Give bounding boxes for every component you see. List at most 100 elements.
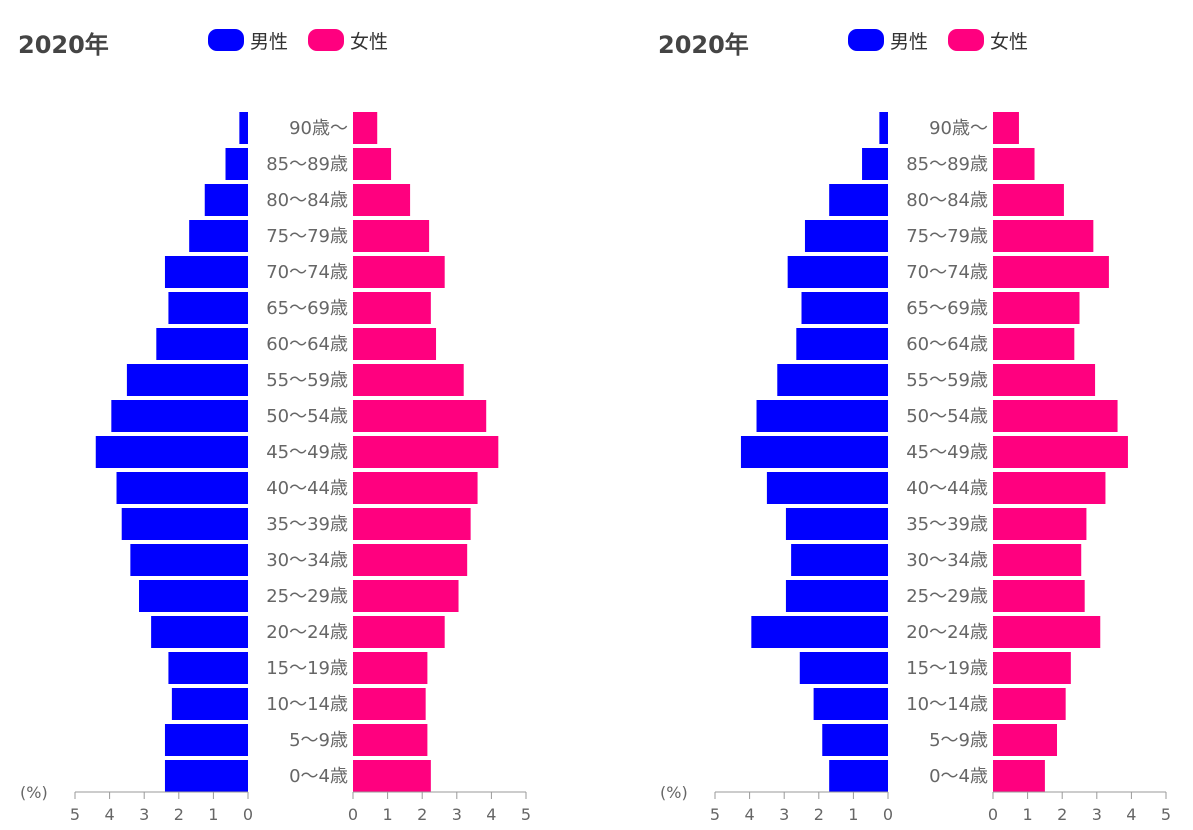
age-group-label: 5〜9歳 (929, 730, 988, 751)
age-group-label: 20〜24歳 (906, 622, 988, 643)
bar-female (993, 652, 1071, 684)
bar-male (95, 436, 248, 468)
bar-female (353, 544, 468, 576)
bar-female (353, 688, 426, 720)
bar-male (111, 400, 248, 432)
age-group-label: 15〜19歳 (266, 658, 348, 679)
legend-label-female: 女性 (990, 31, 1028, 53)
male-tick-label: 4 (105, 805, 115, 824)
age-group-label: 25〜29歳 (266, 586, 348, 607)
age-group-label: 50〜54歳 (906, 406, 988, 427)
bar-female (353, 472, 478, 504)
male-tick-label: 1 (848, 805, 858, 824)
legend-label-female: 女性 (350, 31, 388, 53)
female-tick-label: 1 (383, 805, 393, 824)
female-tick-label: 0 (348, 805, 358, 824)
legend-label-male: 男性 (890, 31, 928, 53)
bar-female (353, 292, 431, 324)
legend: 男性 女性 (208, 29, 388, 53)
bar-male (151, 616, 248, 648)
legend-swatch-female (948, 29, 984, 51)
bar-female (353, 760, 431, 792)
bar-male (126, 364, 248, 396)
bar-female (993, 760, 1045, 792)
age-group-label: 35〜39歳 (266, 514, 348, 535)
age-group-label: 10〜14歳 (906, 694, 988, 715)
bar-male (756, 400, 888, 432)
bar-male (804, 220, 888, 252)
bar-female (993, 364, 1096, 396)
bar-male (130, 544, 248, 576)
bar-male (168, 292, 248, 324)
bar-female (353, 724, 428, 756)
bar-male (766, 472, 888, 504)
bar-female (353, 400, 487, 432)
male-tick-label: 1 (208, 805, 218, 824)
bar-male (156, 328, 248, 360)
bar-female (353, 184, 411, 216)
male-tick-label: 5 (710, 805, 720, 824)
bar-female (353, 616, 445, 648)
age-group-label: 10〜14歳 (266, 694, 348, 715)
bar-male (799, 652, 888, 684)
age-group-label: 45〜49歳 (906, 442, 988, 463)
male-tick-label: 3 (139, 805, 149, 824)
bar-male (204, 184, 248, 216)
age-group-label: 40〜44歳 (906, 478, 988, 499)
female-tick-label: 1 (1023, 805, 1033, 824)
age-group-label: 0〜4歳 (289, 766, 348, 787)
male-tick-label: 0 (243, 805, 253, 824)
bar-female (993, 112, 1019, 144)
male-tick-label: 0 (883, 805, 893, 824)
bar-male (813, 688, 888, 720)
unit-label: (%) (20, 783, 48, 802)
female-tick-label: 0 (988, 805, 998, 824)
bar-female (993, 508, 1087, 540)
female-tick-label: 5 (521, 805, 531, 824)
bar-female (993, 544, 1082, 576)
age-group-label: 60〜64歳 (266, 334, 348, 355)
age-group-label: 65〜69歳 (266, 298, 348, 319)
bar-male (796, 328, 888, 360)
bar-male (862, 148, 888, 180)
unit-label: (%) (660, 783, 688, 802)
age-group-label: 0〜4歳 (929, 766, 988, 787)
bar-male (829, 760, 888, 792)
bar-female (353, 652, 428, 684)
age-group-label: 5〜9歳 (289, 730, 348, 751)
bar-female (993, 184, 1064, 216)
bar-male (787, 256, 888, 288)
age-group-label: 15〜19歳 (906, 658, 988, 679)
bar-male (740, 436, 888, 468)
legend-label-male: 男性 (250, 31, 288, 53)
bar-female (993, 472, 1106, 504)
age-group-label: 35〜39歳 (906, 514, 988, 535)
age-group-label: 70〜74歳 (906, 262, 988, 283)
female-tick-label: 3 (452, 805, 462, 824)
legend-swatch-male (848, 29, 884, 51)
bar-male (168, 652, 248, 684)
age-group-label: 20〜24歳 (266, 622, 348, 643)
legend-swatch-female (308, 29, 344, 51)
bar-male (785, 580, 888, 612)
bar-female (993, 724, 1058, 756)
bar-female (353, 112, 378, 144)
age-group-label: 25〜29歳 (906, 586, 988, 607)
female-tick-label: 4 (486, 805, 496, 824)
bar-female (993, 436, 1128, 468)
bar-female (993, 688, 1066, 720)
bar-female (993, 400, 1118, 432)
pyramid-chart-1: 2020年 男性 女性 90歳〜 85〜89歳 80〜84歳 75〜79歳 70〜74歳 65〜… (18, 29, 531, 824)
female-tick-label: 2 (1057, 805, 1067, 824)
age-group-label: 80〜84歳 (906, 190, 988, 211)
age-group-label: 40〜44歳 (266, 478, 348, 499)
bar-male (164, 724, 248, 756)
age-group-label: 60〜64歳 (906, 334, 988, 355)
bar-male (801, 292, 888, 324)
bar-male (239, 112, 248, 144)
chart-title: 2020年 (658, 31, 749, 59)
male-tick-label: 3 (779, 805, 789, 824)
bar-male (121, 508, 248, 540)
bar-male (785, 508, 888, 540)
